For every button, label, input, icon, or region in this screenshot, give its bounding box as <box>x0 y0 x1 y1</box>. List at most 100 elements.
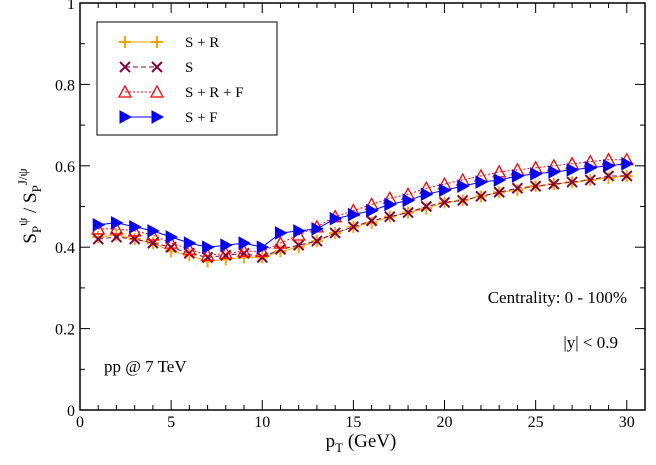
data-point <box>273 235 288 249</box>
data-point <box>92 231 105 244</box>
data-point <box>183 249 196 262</box>
data-point <box>511 182 524 194</box>
data-point <box>236 243 252 257</box>
data-point <box>438 196 451 209</box>
data-point <box>347 221 360 233</box>
legend-label: S <box>185 60 193 76</box>
series-3 <box>92 156 634 255</box>
series-line <box>98 175 627 258</box>
x-tick-label: 20 <box>437 414 453 431</box>
data-point <box>457 194 469 207</box>
data-point <box>621 170 633 182</box>
data-point <box>402 193 416 208</box>
data-point <box>475 190 487 203</box>
data-point <box>164 235 179 249</box>
data-point <box>347 207 361 222</box>
x-tick-label: 30 <box>619 414 635 431</box>
annotation-rapidity: |y| < 0.9 <box>563 333 618 352</box>
y-tick-label: 0.4 <box>55 240 75 257</box>
legend-label: S + F <box>185 110 218 126</box>
legend: S + R S S + R + F S + F <box>96 21 278 136</box>
data-point <box>293 239 305 251</box>
legend-item: S + R <box>119 35 219 51</box>
x-axis-title: pT (GeV) <box>326 431 397 455</box>
data-point <box>274 245 287 258</box>
data-point <box>365 216 378 229</box>
data-point <box>439 183 452 198</box>
data-point <box>420 202 433 215</box>
data-point <box>293 224 306 238</box>
legend-label: S + R <box>185 35 219 51</box>
data-point <box>110 228 123 241</box>
data-point <box>92 217 106 232</box>
annotation-centrality: Centrality: 0 - 100% <box>488 288 627 307</box>
series-1 <box>92 170 633 264</box>
legend-items: S + R S S + R + F S + F <box>117 35 244 126</box>
y-tick-label: 0 <box>67 403 75 420</box>
legend-marker <box>117 84 133 98</box>
data-point <box>493 173 507 187</box>
y-axis-title-slash: / <box>20 203 41 218</box>
x-axis-title-rest: (GeV) <box>343 431 396 452</box>
legend-marker <box>151 36 163 48</box>
data-point <box>457 179 470 193</box>
data-point <box>402 206 414 219</box>
data-point <box>329 227 341 239</box>
legend-marker <box>149 84 165 98</box>
x-axis-title-main: p <box>326 431 336 452</box>
data-point <box>311 222 324 236</box>
data-point <box>511 184 524 197</box>
x-tick-label: 25 <box>528 414 544 431</box>
y-axis-title: SPψ / SPJ/ψ <box>15 168 44 243</box>
data-point <box>566 163 580 177</box>
data-point <box>218 245 233 259</box>
data-point <box>129 220 142 234</box>
data-point <box>147 224 160 238</box>
data-point <box>475 175 489 189</box>
y-axis-title-s2: S <box>20 192 41 203</box>
data-point <box>274 243 287 255</box>
data-point <box>366 203 379 218</box>
data-point <box>256 251 268 264</box>
y-axis-title-sub2: P <box>29 185 44 192</box>
data-point <box>548 165 561 179</box>
data-point <box>530 167 543 181</box>
y-tick-label: 1 <box>67 0 75 13</box>
data-point <box>584 160 598 175</box>
x-tick-label: 10 <box>254 414 270 431</box>
data-point <box>92 233 104 245</box>
data-point <box>110 215 124 230</box>
y-tick-label: 0.8 <box>55 77 75 94</box>
data-point <box>311 235 323 247</box>
x-tick-label: 0 <box>76 414 84 431</box>
data-point <box>621 156 634 171</box>
data-point <box>584 174 597 186</box>
x-tick-label: 5 <box>167 414 175 431</box>
data-point <box>182 241 197 255</box>
x-axis-title-sub: T <box>335 440 343 455</box>
series-layer <box>91 152 634 268</box>
legend-label: S + R + F <box>185 85 244 101</box>
ticks: 0 5 10 15 20 25 30 0 0.2 0.4 0.6 0.8 1 <box>55 0 645 431</box>
legend-marker <box>119 110 133 124</box>
legend-item: S + F <box>119 110 218 126</box>
data-point <box>420 187 434 202</box>
data-point <box>274 226 288 240</box>
data-point <box>292 241 305 254</box>
legend-item: S <box>119 60 193 76</box>
x-tick-label: 15 <box>345 414 361 431</box>
legend-marker <box>151 61 163 73</box>
data-point <box>420 200 432 213</box>
y-axis-title-sup1: ψ <box>15 218 30 226</box>
y-tick-label: 0.2 <box>55 322 75 339</box>
data-point <box>548 178 560 190</box>
data-point <box>384 210 396 223</box>
data-point <box>602 170 615 182</box>
data-point <box>511 169 525 183</box>
legend-marker <box>151 110 165 124</box>
legend-marker <box>119 36 131 48</box>
legend-item: S + R + F <box>117 84 244 101</box>
data-point <box>109 221 124 235</box>
data-point <box>220 238 233 253</box>
